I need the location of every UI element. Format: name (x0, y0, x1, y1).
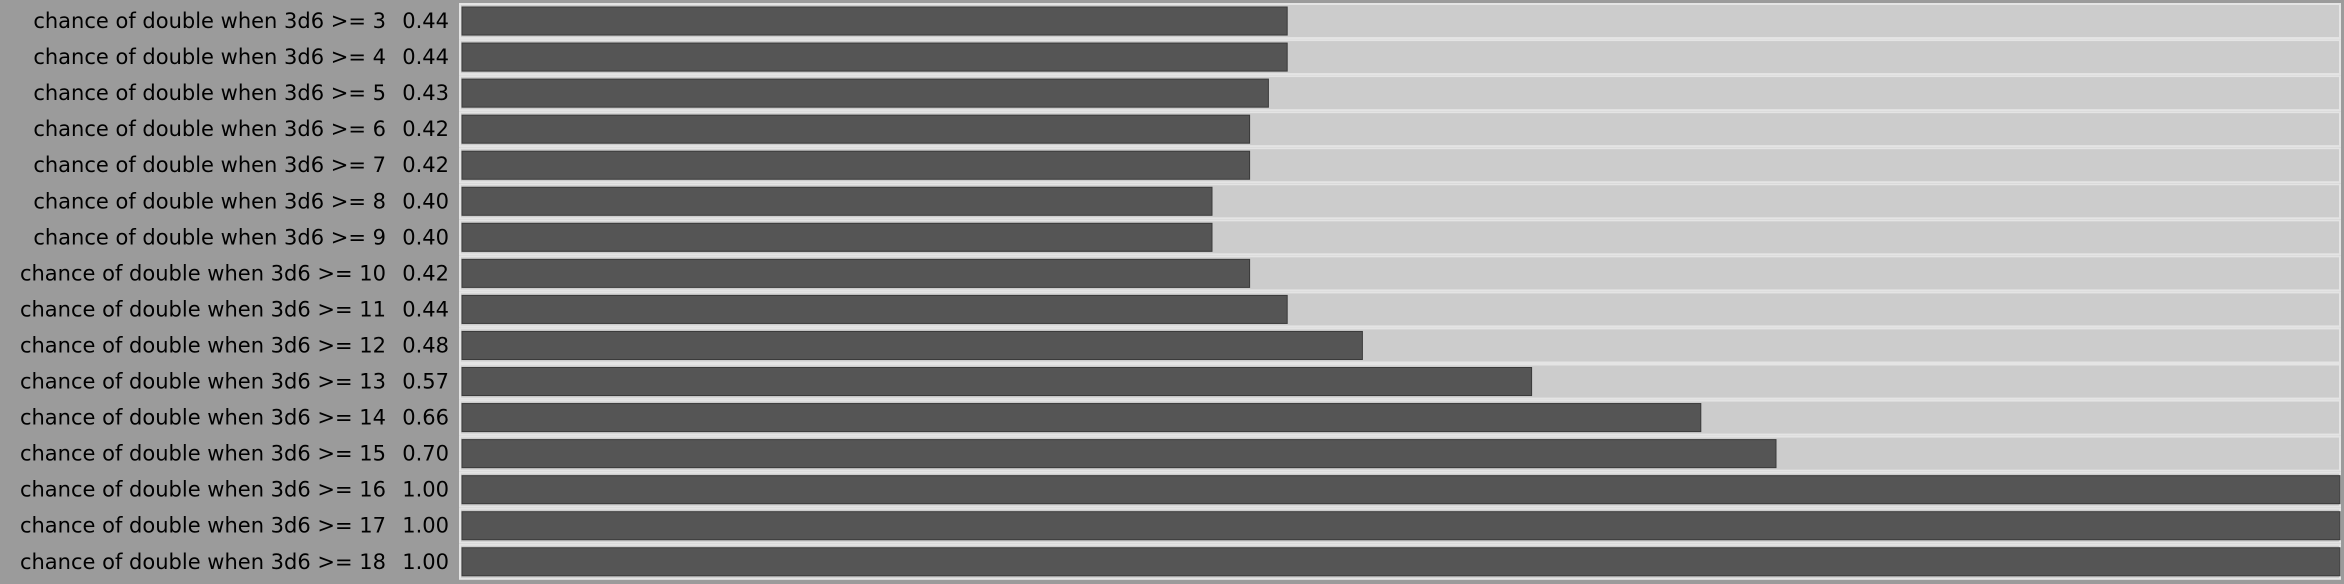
row-label: chance of double when 3d6 >= 11 (20, 297, 386, 321)
value-label: 0.57 (402, 370, 449, 394)
row-label: chance of double when 3d6 >= 15 (20, 442, 386, 466)
bar (461, 367, 1533, 397)
bar (461, 330, 1363, 361)
value-label: 1.00 (402, 478, 449, 502)
bar (461, 511, 2341, 541)
bar (461, 78, 1269, 108)
bar (461, 294, 1288, 324)
row-label: chance of double when 3d6 >= 8 (33, 189, 386, 213)
bar (461, 42, 1288, 72)
row-label: chance of double when 3d6 >= 18 (20, 550, 386, 574)
value-label: 0.44 (402, 45, 449, 69)
row-label: chance of double when 3d6 >= 17 (20, 514, 386, 538)
value-label: 1.00 (402, 514, 449, 538)
value-label: 0.42 (402, 261, 449, 285)
value-label: 0.66 (402, 406, 449, 430)
row-label: chance of double when 3d6 >= 16 (20, 478, 386, 502)
bar (461, 6, 1288, 36)
row-label: chance of double when 3d6 >= 10 (20, 261, 386, 285)
row-label: chance of double when 3d6 >= 4 (33, 45, 386, 69)
value-label: 0.70 (402, 442, 449, 466)
value-label: 0.44 (402, 9, 449, 33)
bar (461, 403, 1702, 433)
bar (461, 547, 2341, 577)
row-label: chance of double when 3d6 >= 12 (20, 333, 386, 357)
row-label: chance of double when 3d6 >= 5 (33, 81, 386, 105)
bar (461, 222, 1213, 252)
bar (461, 258, 1251, 288)
bar (461, 114, 1251, 144)
bar (461, 439, 1777, 469)
bar (461, 475, 2341, 505)
value-label: 0.40 (402, 189, 449, 213)
bar (461, 186, 1213, 216)
value-label: 0.42 (402, 117, 449, 141)
row-label: chance of double when 3d6 >= 13 (20, 370, 386, 394)
value-label: 0.43 (402, 81, 449, 105)
value-label: 1.00 (402, 550, 449, 574)
value-label: 0.40 (402, 225, 449, 249)
row-label: chance of double when 3d6 >= 7 (33, 153, 386, 177)
value-label: 0.42 (402, 153, 449, 177)
bar (461, 150, 1251, 180)
value-label: 0.48 (402, 333, 449, 357)
row-label: chance of double when 3d6 >= 6 (33, 117, 386, 141)
row-label: chance of double when 3d6 >= 14 (20, 406, 386, 430)
row-label: chance of double when 3d6 >= 9 (33, 225, 386, 249)
value-label: 0.44 (402, 297, 449, 321)
row-label: chance of double when 3d6 >= 3 (33, 9, 386, 33)
